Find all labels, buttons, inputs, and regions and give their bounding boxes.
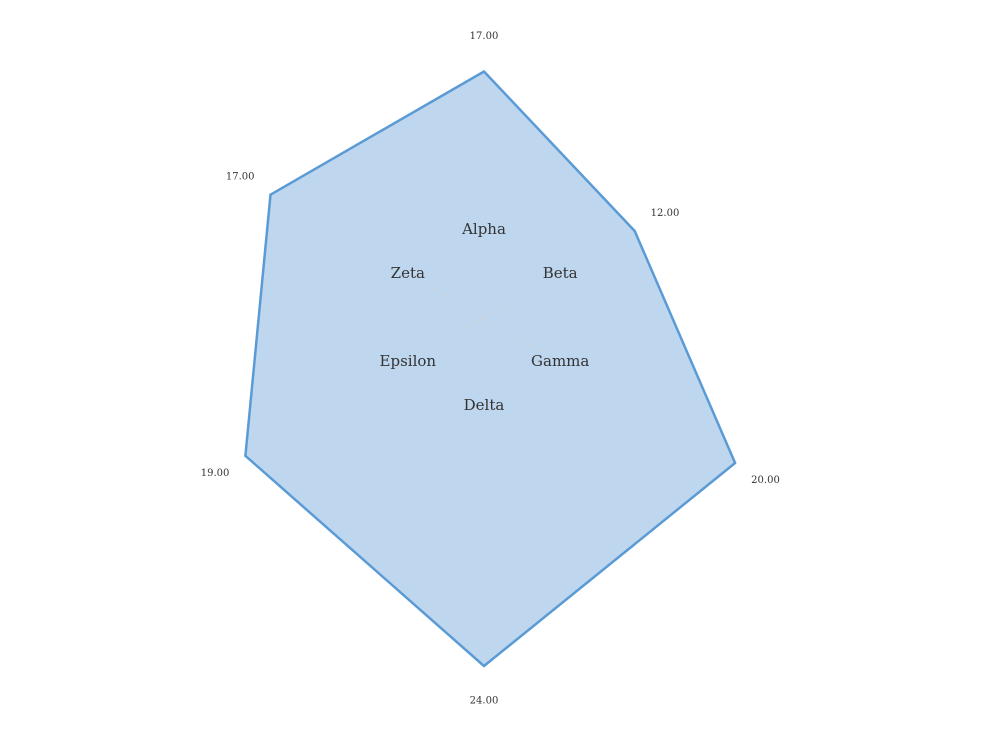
radar-point-epsilon xyxy=(244,454,247,457)
category-label-gamma: Gamma xyxy=(531,352,589,370)
category-label-zeta: Zeta xyxy=(391,264,425,282)
value-label-epsilon: 19.00 xyxy=(201,468,230,479)
radar-point-beta xyxy=(633,229,636,233)
value-label-beta: 12.00 xyxy=(651,208,680,219)
radar-point-gamma xyxy=(733,461,737,465)
category-label-beta: Beta xyxy=(543,264,578,282)
radar-area xyxy=(244,70,737,668)
value-label-zeta: 17.00 xyxy=(226,172,255,183)
radar-label-layer: Alpha Beta Gamma Delta Epsilon Zeta 17.00 12.00… xyxy=(201,31,780,707)
category-label-epsilon: Epsilon xyxy=(380,352,437,370)
radar-spoke-epsilon xyxy=(420,317,485,355)
radar-spoke-gamma xyxy=(483,317,548,355)
radar-point-zeta xyxy=(269,193,272,196)
value-label-alpha: 17.00 xyxy=(470,31,499,42)
radar-spoke-beta xyxy=(483,281,548,319)
value-label-delta: 24.00 xyxy=(470,696,499,707)
category-label-alpha: Alpha xyxy=(461,220,506,238)
radar-point-delta xyxy=(482,664,486,668)
value-label-gamma: 20.00 xyxy=(751,475,780,486)
category-label-delta: Delta xyxy=(464,396,505,414)
radar-spoke-layer xyxy=(420,245,548,391)
radar-area-layer xyxy=(244,70,737,668)
radar-spoke-zeta xyxy=(420,281,485,319)
radar-point-alpha xyxy=(482,70,486,73)
